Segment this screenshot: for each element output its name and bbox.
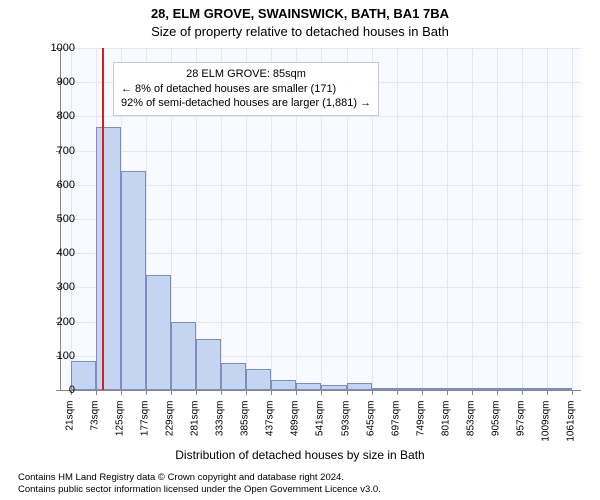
histogram-bar (497, 388, 522, 390)
histogram-bar (171, 322, 196, 390)
y-tick-label: 200 (35, 316, 75, 328)
y-tick-label: 300 (35, 281, 75, 293)
y-tick-label: 600 (35, 179, 75, 191)
x-tick-mark (547, 390, 548, 395)
footer-line-1: Contains HM Land Registry data © Crown c… (18, 472, 381, 484)
x-tick-mark (221, 390, 222, 395)
x-tick-mark (572, 390, 573, 395)
histogram-bar (271, 380, 296, 390)
y-tick-label: 900 (35, 76, 75, 88)
y-tick-label: 700 (35, 145, 75, 157)
histogram-bar (246, 369, 271, 390)
histogram-bar (472, 388, 497, 390)
x-tick-mark (196, 390, 197, 395)
x-tick-mark (171, 390, 172, 395)
gridline-v (447, 48, 448, 390)
y-tick-label: 0 (35, 384, 75, 396)
x-tick-mark (447, 390, 448, 395)
x-tick-mark (146, 390, 147, 395)
histogram-bar (221, 363, 246, 390)
y-tick-label: 100 (35, 350, 75, 362)
x-tick-mark (522, 390, 523, 395)
info-box-line: ← 8% of detached houses are smaller (171… (121, 82, 371, 97)
gridline-v (472, 48, 473, 390)
histogram-bar (196, 339, 221, 390)
x-tick-mark (397, 390, 398, 395)
x-tick-mark (296, 390, 297, 395)
x-tick-mark (472, 390, 473, 395)
histogram-bar (372, 388, 397, 390)
y-tick-label: 400 (35, 247, 75, 259)
x-tick-mark (246, 390, 247, 395)
x-tick-mark (372, 390, 373, 395)
x-tick-mark (96, 390, 97, 395)
x-tick-mark (347, 390, 348, 395)
gridline-v (422, 48, 423, 390)
x-tick-mark (422, 390, 423, 395)
histogram-bar (146, 275, 171, 390)
property-marker-line (102, 48, 104, 390)
histogram-bar (547, 388, 572, 390)
gridline-v (522, 48, 523, 390)
histogram-bar (397, 388, 422, 390)
histogram-bar (321, 385, 346, 390)
x-tick-mark (321, 390, 322, 395)
histogram-bar (447, 388, 472, 390)
x-tick-mark (497, 390, 498, 395)
histogram-bar (422, 388, 447, 390)
histogram-bar (121, 171, 146, 390)
gridline-v (497, 48, 498, 390)
gridline-v (572, 48, 573, 390)
chart-title-main: 28, ELM GROVE, SWAINSWICK, BATH, BA1 7BA (0, 6, 600, 21)
histogram-bar (347, 383, 372, 390)
info-box-line: 92% of semi-detached houses are larger (… (121, 96, 371, 111)
info-box: 28 ELM GROVE: 85sqm← 8% of detached hous… (113, 62, 379, 117)
histogram-bar (522, 388, 547, 390)
histogram-bar (296, 383, 321, 390)
gridline-v (547, 48, 548, 390)
footer-line-2: Contains public sector information licen… (18, 484, 381, 496)
y-tick-label: 1000 (35, 42, 75, 54)
y-tick-label: 800 (35, 110, 75, 122)
gridline-v (397, 48, 398, 390)
x-axis-label: Distribution of detached houses by size … (0, 448, 600, 462)
plot-area: 28 ELM GROVE: 85sqm← 8% of detached hous… (60, 48, 581, 391)
x-tick-mark (121, 390, 122, 395)
histogram-bar (96, 127, 121, 390)
chart-footer: Contains HM Land Registry data © Crown c… (18, 472, 381, 496)
chart-title-sub: Size of property relative to detached ho… (0, 24, 600, 39)
y-tick-label: 500 (35, 213, 75, 225)
x-tick-mark (271, 390, 272, 395)
info-box-line: 28 ELM GROVE: 85sqm (121, 67, 371, 82)
